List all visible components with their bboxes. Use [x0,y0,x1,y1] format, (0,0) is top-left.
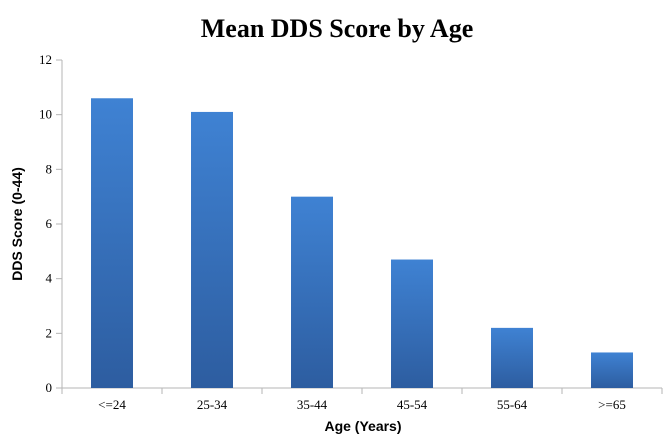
y-axis-label: DDS Score (0-44) [9,167,25,281]
x-tick-label: 25-34 [197,397,228,412]
x-tick-label: 35-44 [297,397,328,412]
y-tick-label: 4 [46,271,53,286]
bar [391,260,433,388]
bar [591,352,633,388]
x-tick-label: <=24 [98,397,126,412]
bar [91,98,133,388]
y-tick-label: 2 [46,325,53,340]
y-tick-label: 12 [39,52,52,67]
bar [191,112,233,388]
y-tick-label: 6 [46,216,53,231]
x-tick-label: 55-64 [497,397,528,412]
plot-area: 0 2 4 6 8 10 12 <=24 25-34 35-44 45-54 55-64 >=65 [39,52,662,412]
y-tick-label: 0 [46,380,53,395]
bar [291,197,333,388]
chart-title: Mean DDS Score by Age [201,14,474,43]
y-tick-label: 10 [39,107,52,122]
y-tick-label: 8 [46,161,53,176]
x-tick-label: 45-54 [397,397,428,412]
x-tick-label: >=65 [598,397,626,412]
bar [491,328,533,388]
x-axis-label: Age (Years) [324,418,401,434]
